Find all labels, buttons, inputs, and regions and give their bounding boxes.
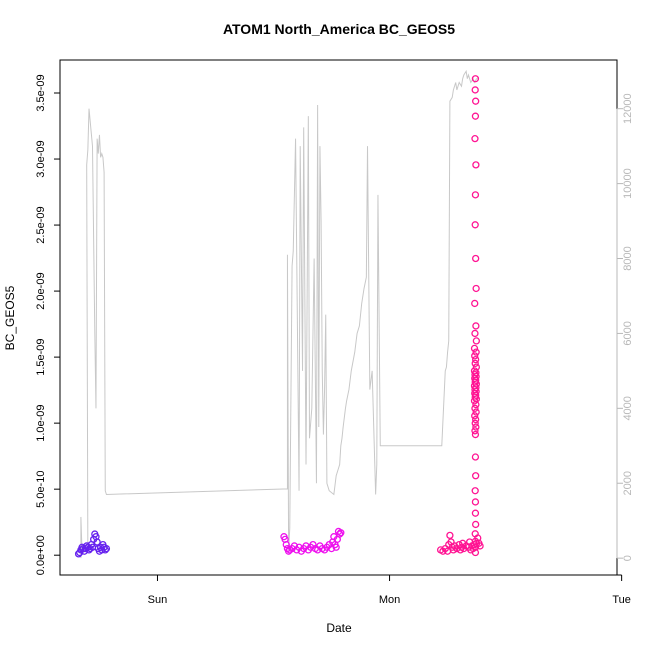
data-point [472, 97, 480, 105]
data-point [93, 538, 101, 546]
data-point [472, 161, 480, 169]
y2-tick-label: 2000 [622, 471, 634, 495]
y-tick-label: 3.5e-09 [35, 74, 47, 111]
data-point [472, 415, 480, 424]
data-point [471, 329, 479, 338]
data-point [472, 348, 480, 356]
y2-tick-label: 8000 [622, 246, 634, 270]
data-point [471, 509, 480, 517]
data-point [471, 134, 479, 143]
x-tick-label: Sun [148, 594, 168, 606]
data-point [101, 546, 109, 554]
data-point [471, 548, 480, 557]
data-point [471, 112, 480, 120]
data-point [472, 423, 480, 431]
data-point [471, 352, 479, 360]
data-point [471, 75, 480, 83]
data-point [470, 397, 479, 405]
data-point [471, 487, 479, 495]
data-point [471, 419, 479, 427]
chart-title: ATOM1 North_America BC_GEOS5 [223, 21, 455, 37]
y-tick-label: 2.0e-09 [35, 272, 47, 309]
data-point [471, 430, 480, 439]
data-point [471, 221, 479, 229]
y-axis-label: BC_GEOS5 [3, 285, 17, 350]
data-point [472, 284, 480, 293]
data-point [472, 355, 480, 364]
secondary-line [80, 69, 478, 559]
data-point [332, 543, 340, 551]
y2-tick-label: 12000 [622, 93, 634, 124]
data-point [471, 86, 479, 94]
data-points [74, 75, 484, 558]
data-point [470, 344, 479, 353]
plot-frame [59, 59, 618, 576]
data-point [472, 472, 480, 480]
y2-tick-label: 10000 [622, 168, 634, 199]
data-point [337, 529, 345, 537]
x-tick-label: Mon [379, 594, 400, 606]
secondary-line-series [80, 69, 478, 559]
y-tick-label: 1.5e-09 [35, 338, 47, 375]
data-point [336, 530, 344, 538]
data-point [471, 412, 479, 420]
data-point [471, 453, 480, 461]
data-point [102, 544, 111, 553]
data-point [446, 531, 454, 540]
data-point [471, 530, 479, 538]
y2-tick-label: 6000 [622, 321, 634, 345]
y-tick-label: 5.0e-10 [35, 471, 47, 508]
data-point [471, 498, 480, 506]
data-point [472, 408, 480, 416]
data-point [472, 337, 481, 345]
data-point [472, 254, 480, 263]
y2-tick-label: 0 [622, 555, 634, 561]
data-point [471, 404, 479, 412]
data-point [472, 322, 480, 330]
x-tick-label: Tue [612, 594, 631, 606]
data-point [476, 542, 484, 550]
y-tick-label: 3.0e-09 [35, 140, 47, 177]
y-axis-left: 0.0e+00 5.0e-10 1.0e-09 1.5e-09 2.0e-09 2.5e-… [35, 74, 61, 575]
x-axis: Sun Mon Tue [148, 574, 631, 606]
data-point [472, 520, 480, 529]
x-axis-label: Date [326, 621, 352, 635]
data-point [471, 299, 479, 308]
data-point [471, 427, 479, 435]
data-point [471, 191, 480, 199]
data-point [282, 540, 290, 549]
y-tick-label: 2.5e-09 [35, 206, 47, 243]
data-point [449, 546, 458, 554]
y-tick-label: 0.0e+00 [35, 535, 47, 575]
y-tick-label: 1.0e-09 [35, 404, 47, 441]
data-point [472, 400, 480, 409]
y2-tick-label: 4000 [622, 396, 634, 420]
data-point [471, 359, 479, 368]
y-axis-right: 0 2000 4000 6000 8000 10000 12000 [616, 93, 634, 561]
